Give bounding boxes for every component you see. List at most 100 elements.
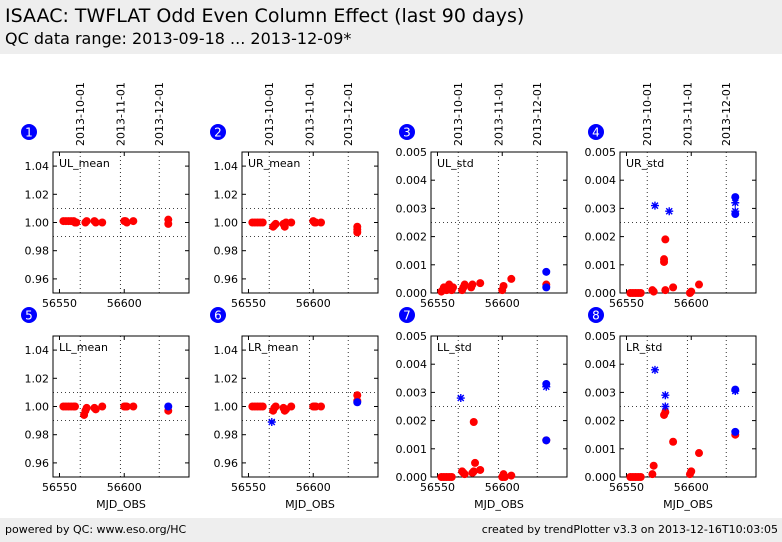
x-axis-label: MJD_OBS	[96, 498, 146, 511]
y-tick-label: 1.04	[214, 344, 239, 357]
y-tick-label: 0.001	[396, 259, 428, 272]
y-tick-label: 0.003	[585, 386, 617, 399]
header-band: ISAAC: TWFLAT Odd Even Column Effect (la…	[0, 0, 782, 54]
data-point	[317, 218, 326, 227]
panel-badge-number: 2	[214, 126, 222, 140]
data-point	[460, 280, 469, 289]
panel-4: 4 0.000 0.001 0.002 0.003 0.004 0.005 56550 5660…	[585, 82, 757, 310]
y-tick-label: 1.00	[25, 217, 50, 230]
date-label: 2013-11-01	[303, 82, 316, 146]
panel-label: LR_std	[626, 341, 662, 354]
y-tick-label: 0.98	[25, 245, 50, 258]
data-point	[476, 279, 485, 288]
y-tick-label: 0.005	[396, 330, 428, 343]
panel-badge-number: 8	[592, 309, 600, 323]
data-point	[287, 218, 296, 227]
data-point-star	[731, 386, 740, 395]
y-tick-label: 1.02	[25, 188, 50, 201]
data-point	[98, 218, 107, 227]
panel-badge	[210, 307, 226, 323]
data-point	[353, 398, 362, 407]
data-point	[129, 217, 138, 226]
y-tick-label: 0.96	[25, 273, 50, 286]
data-point	[258, 402, 267, 411]
data-point-star	[661, 402, 670, 411]
data-point	[469, 418, 478, 427]
data-point	[258, 218, 267, 227]
y-tick-label: 1.02	[214, 188, 239, 201]
panel-badge	[21, 307, 37, 323]
data-point	[731, 427, 740, 436]
date-label: 2013-12-01	[342, 82, 355, 146]
y-tick-label: 0.000	[396, 471, 428, 484]
data-point	[91, 218, 100, 227]
x-tick-label: 56550	[231, 297, 266, 310]
x-tick-label: 56600	[674, 297, 709, 310]
data-point	[449, 283, 458, 292]
panel-label: UL_std	[437, 157, 474, 170]
date-label: 2013-10-01	[452, 82, 465, 146]
panel-badge	[588, 307, 604, 323]
page-subtitle: QC data range: 2013-09-18 ... 2013-12-09…	[5, 29, 352, 48]
y-tick-label: 0.002	[396, 415, 428, 428]
data-point	[82, 217, 91, 226]
y-tick-label: 0.004	[396, 174, 428, 187]
data-point-star	[650, 201, 659, 210]
x-tick-label: 56600	[485, 481, 520, 494]
date-label: 2013-11-01	[492, 82, 505, 146]
y-tick-label: 0.004	[585, 174, 617, 187]
y-tick-label: 0.001	[585, 443, 617, 456]
date-label: 2013-12-01	[531, 82, 544, 146]
y-tick-label: 0.005	[396, 146, 428, 159]
data-point	[317, 402, 326, 411]
x-tick-label: 56550	[609, 481, 644, 494]
x-axis-label: MJD_OBS	[285, 498, 335, 511]
data-point	[468, 280, 477, 289]
data-point	[469, 467, 478, 476]
panel-8: 8 0.000 0.001 0.002 0.003 0.004 0.005 56550 5660…	[585, 307, 757, 511]
panel-label: UL_mean	[59, 157, 110, 170]
data-point	[661, 408, 670, 417]
data-point	[98, 402, 107, 411]
y-tick-label: 0.003	[396, 202, 428, 215]
y-tick-label: 0.004	[585, 358, 617, 371]
date-label: 2013-10-01	[263, 82, 276, 146]
panel-5: 5 0.96 0.98 1.00 1.02 1.04 56550 56600 LL_mean MJ…	[21, 307, 190, 511]
panel-badge	[210, 124, 226, 140]
y-tick-label: 0.002	[585, 231, 617, 244]
x-axis-label: MJD_OBS	[474, 498, 524, 511]
data-point-star	[731, 207, 740, 216]
x-tick-label: 56550	[42, 481, 77, 494]
panel-label: UR_mean	[248, 157, 300, 170]
panel-6: 6 0.96 0.98 1.00 1.02 1.04 56550 56600 LR_mean MJ…	[210, 307, 379, 511]
y-tick-label: 0.000	[585, 471, 617, 484]
x-tick-label: 56600	[485, 297, 520, 310]
x-tick-label: 56550	[420, 297, 455, 310]
x-axis-label: MJD_OBS	[663, 498, 713, 511]
data-point	[648, 470, 657, 479]
data-point	[661, 286, 670, 295]
y-tick-label: 0.004	[396, 358, 428, 371]
data-point	[695, 280, 704, 289]
data-point	[460, 470, 469, 479]
y-tick-label: 0.005	[585, 146, 617, 159]
panel-badge	[588, 124, 604, 140]
y-tick-label: 0.000	[396, 287, 428, 300]
panel-badge-number: 5	[25, 309, 33, 323]
footer-band: powered by QC: www.eso.org/HC created by…	[0, 518, 782, 542]
panel-label: LL_std	[437, 341, 472, 354]
data-point	[287, 402, 296, 411]
x-tick-label: 56550	[42, 297, 77, 310]
panel-label: UR_std	[626, 157, 664, 170]
panel-label: LL_mean	[59, 341, 108, 354]
data-point	[636, 473, 645, 481]
x-tick-label: 56550	[231, 481, 266, 494]
data-point	[471, 458, 480, 467]
footer-credit: powered by QC: www.eso.org/HC	[5, 523, 187, 536]
data-point	[164, 402, 173, 411]
y-tick-label: 0.001	[396, 443, 428, 456]
data-point	[669, 283, 678, 292]
data-point-star	[665, 207, 674, 216]
data-point	[271, 402, 280, 411]
